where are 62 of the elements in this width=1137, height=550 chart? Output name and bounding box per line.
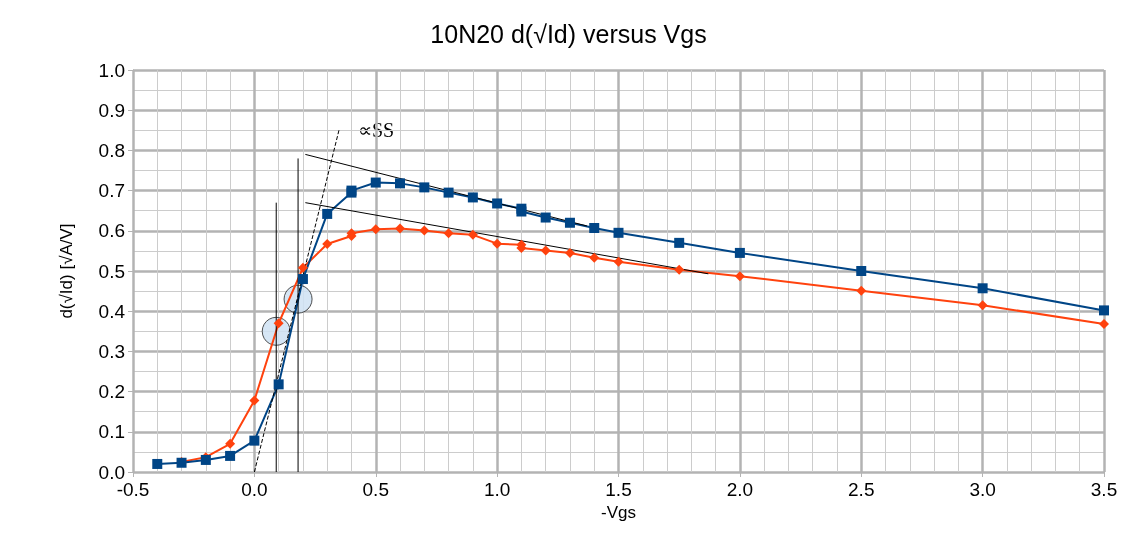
point [613, 227, 624, 238]
x-axis-title: -Vgs [601, 503, 636, 522]
x-tick-label: 0.0 [241, 479, 268, 500]
y-tick-label: 1.0 [98, 59, 125, 81]
point [856, 266, 867, 276]
y-tick-label: 0.5 [98, 260, 125, 282]
y-tick-label: 0.6 [98, 220, 125, 242]
y-tick-label: 0.1 [98, 421, 125, 443]
point [297, 262, 308, 273]
point [674, 237, 685, 248]
point [443, 228, 454, 239]
point [443, 187, 454, 198]
point [540, 245, 551, 256]
point [322, 208, 333, 219]
point [419, 225, 430, 236]
chart-title: 10N20 d(√Id) versus Vgs [430, 19, 707, 48]
x-tick-label: 2.5 [848, 479, 875, 500]
point [152, 458, 163, 469]
point [370, 224, 381, 235]
point [564, 247, 575, 258]
x-tick-label: 3.5 [1090, 479, 1118, 500]
point [856, 285, 867, 296]
point [322, 239, 333, 250]
point [589, 252, 600, 263]
point [1099, 305, 1109, 316]
point [467, 192, 478, 203]
point [734, 247, 745, 258]
point [249, 395, 260, 406]
point [540, 212, 551, 223]
point [273, 318, 284, 329]
point [674, 264, 685, 275]
y-axis-title: d(√Id) [√A/V] [57, 223, 76, 319]
point [734, 271, 745, 282]
x-tick-label: 2.0 [726, 479, 754, 500]
point [1099, 319, 1109, 330]
y-tick-label: 0.3 [98, 340, 125, 362]
y-tick-label: 0.4 [98, 300, 126, 322]
x-tick-label: 0.5 [362, 479, 389, 500]
point [977, 300, 988, 311]
point [395, 223, 406, 234]
point [273, 379, 284, 390]
x-tick-label: 1.0 [483, 479, 511, 500]
point [977, 283, 988, 294]
x-tick-label: 1.5 [605, 479, 632, 500]
point [297, 274, 308, 285]
point [370, 177, 381, 188]
y-tick-label: 0.7 [98, 180, 125, 202]
point [395, 178, 406, 189]
point [564, 217, 575, 228]
point [492, 238, 503, 249]
point [613, 256, 624, 267]
point [492, 198, 503, 209]
point [589, 222, 600, 233]
y-tick-label: 0.9 [98, 99, 125, 121]
y-tick-label: 0.2 [98, 381, 125, 403]
y-tick-label: 0.8 [98, 139, 125, 161]
point [225, 450, 236, 461]
point [467, 229, 478, 240]
point [225, 438, 236, 449]
point [419, 182, 430, 193]
point [249, 435, 260, 446]
x-tick-label: 3.0 [969, 479, 996, 500]
